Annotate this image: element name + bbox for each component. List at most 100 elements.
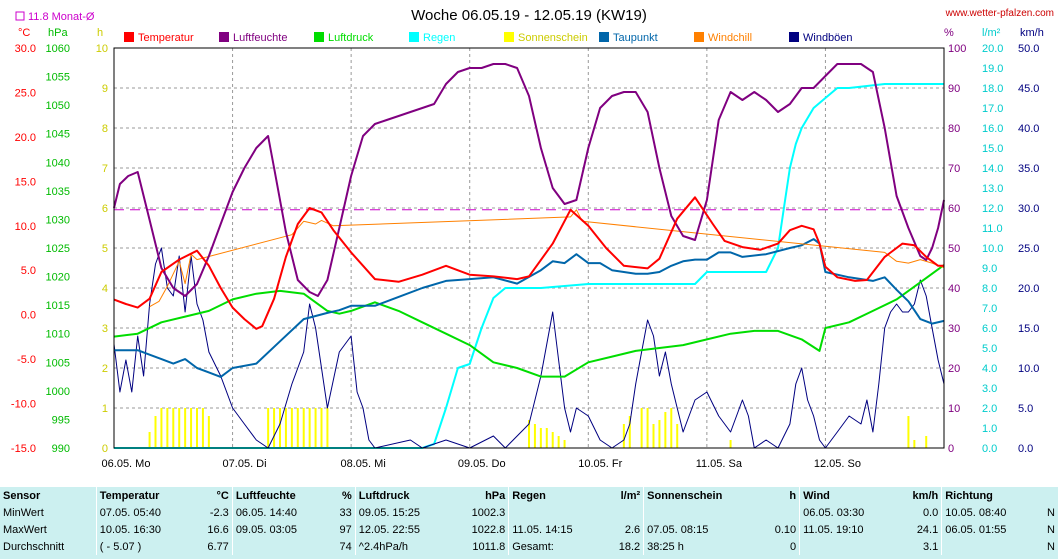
tick-label-wind: 5.0 (1018, 403, 1033, 415)
stats-cell: 0 (790, 540, 797, 553)
tick-label-wind: 50.0 (1018, 43, 1039, 55)
tick-label-wind: 25.0 (1018, 243, 1039, 255)
tick-label-wind: 35.0 (1018, 163, 1039, 175)
sunshine-bar (670, 408, 673, 448)
tick-label-pressure: 1005 (46, 357, 70, 369)
stats-cell: 1002.3 (471, 506, 506, 519)
tick-label-rain: 10.0 (982, 243, 1003, 255)
legend-label-gusts: Windböen (803, 32, 853, 44)
tick-label-pressure: 995 (52, 414, 70, 426)
stats-cell: Temperatur (95, 487, 193, 504)
tick-label-pressure: 1040 (46, 157, 70, 169)
axes: 30.025.020.015.010.05.00.0-5.0-10.0-15.0… (11, 43, 1040, 470)
stats-cell (760, 504, 800, 521)
stats-cell: 38:25 h (643, 538, 760, 555)
sunshine-bar (190, 408, 193, 448)
stats-header-row: Sensor Temperatur °C Luftfeuchte% Luftdruck h… (0, 487, 1058, 504)
series-layer (113, 63, 945, 449)
tick-label-pressure: 1025 (46, 243, 70, 255)
stats-cell: ^2.4hPa/h (354, 538, 452, 555)
tick-label-humidity: 90 (948, 83, 960, 95)
sunshine-bar (539, 428, 542, 448)
x-tick-label: 06.05. Mo (102, 458, 151, 470)
legend-swatch-windchill (694, 32, 704, 42)
tick-label-humidity: 50 (948, 243, 960, 255)
legend-swatch-dewpoint (599, 32, 609, 42)
month-avg-icon (15, 11, 25, 21)
tick-label-rain: 11.0 (982, 223, 1003, 235)
series-line-humidity (113, 63, 945, 297)
stats-cell: 07.05. 05:40 (95, 504, 193, 521)
stats-cell: Luftfeuchte (231, 487, 329, 504)
stats-cell: 6.77 (207, 540, 229, 553)
series-line-temperature (113, 196, 944, 330)
rain-unit: l/m² (982, 27, 1001, 39)
sunshine-bar (729, 440, 732, 448)
stats-cell (1038, 487, 1058, 504)
series-line-windchill (149, 209, 945, 308)
chart-title: Woche 06.05.19 - 12.05.19 (KW19) (411, 7, 647, 24)
stats-row: MinWert 07.05. 05:40 -2.3 06.05. 14:40 33 09.… (0, 504, 1058, 521)
tick-label-pressure: 1030 (46, 214, 70, 226)
wind-unit: km/h (1020, 27, 1044, 39)
stats-cell: h (789, 489, 797, 502)
sunshine-bar (178, 408, 181, 448)
tick-label-pressure: 1055 (46, 72, 70, 84)
legend-swatch-temperature (124, 32, 134, 42)
sunshine-bar (907, 416, 910, 448)
stats-cell: 06.05. 03:30 (799, 504, 896, 521)
tick-label-rain: 4.0 (982, 363, 997, 375)
tick-label-humidity: 30 (948, 323, 960, 335)
stats-cell: 24.1 (916, 523, 939, 536)
plot-frame (113, 47, 945, 449)
stats-cell: hPa (485, 489, 506, 502)
sun-unit: h (97, 27, 103, 39)
tick-label-rain: 3.0 (982, 383, 997, 395)
tick-label-pressure: 1050 (46, 100, 70, 112)
stats-cell: N (1047, 540, 1055, 553)
tick-label-pressure: 1035 (46, 186, 70, 198)
tick-label-pressure: 1010 (46, 329, 70, 341)
sunshine-bar (284, 408, 287, 448)
sunshine-bar (154, 416, 157, 448)
tick-label-pressure: 1060 (46, 43, 70, 55)
legend-label-dewpoint: Taupunkt (613, 32, 658, 44)
sunshine-bar (557, 436, 560, 448)
sunshine-bar (622, 424, 625, 448)
sunshine-bar (296, 408, 299, 448)
tick-label-rain: 14.0 (982, 163, 1003, 175)
legend-label-temperature: Temperatur (138, 32, 194, 44)
tick-label-pressure: 990 (52, 443, 70, 455)
stats-cell: 74 (339, 540, 352, 553)
sunshine-bar (652, 424, 655, 448)
sunshine-bar (172, 408, 175, 448)
sunshine-bar (676, 424, 679, 448)
legend-swatch-rain (409, 32, 419, 42)
stats-cell: 18.2 (618, 540, 641, 553)
tick-label-rain: 15.0 (982, 143, 1003, 155)
tick-label-temp: 20.0 (15, 132, 36, 144)
tick-label-humidity: 80 (948, 123, 960, 135)
legend-label-pressure: Luftdruck (328, 32, 374, 44)
stats-cell: Sonnenschein (643, 487, 760, 504)
stats-cell: 07.05. 08:15 (643, 521, 760, 538)
stats-cell: 3.1 (922, 540, 939, 553)
stats-cell: 2.6 (624, 523, 641, 536)
sunshine-bar (267, 408, 270, 448)
site-link[interactable]: www.wetter-pfalzen.com (945, 8, 1054, 19)
tick-label-wind: 20.0 (1018, 283, 1039, 295)
tick-label-sun: 8 (102, 123, 108, 135)
sunshine-bar (148, 432, 151, 448)
stats-cell: 11.05. 19:10 (799, 521, 896, 538)
stats-cell: ( - 5.07 ) (95, 538, 193, 555)
tick-label-rain: 17.0 (982, 103, 1003, 115)
series-line-gusts (113, 247, 945, 449)
stats-cell: km/h (912, 489, 939, 502)
stats-cell: 16.6 (207, 523, 229, 536)
stats-cell: N (1047, 506, 1055, 519)
stats-row: Durchschnitt ( - 5.07 ) 6.77 74 ^2.4hPa/h 101… (0, 538, 1058, 555)
sunshine-bar (320, 408, 323, 448)
sunshine-bar (925, 436, 928, 448)
tick-label-rain: 1.0 (982, 423, 997, 435)
stats-cell: 10.05. 16:30 (95, 521, 193, 538)
